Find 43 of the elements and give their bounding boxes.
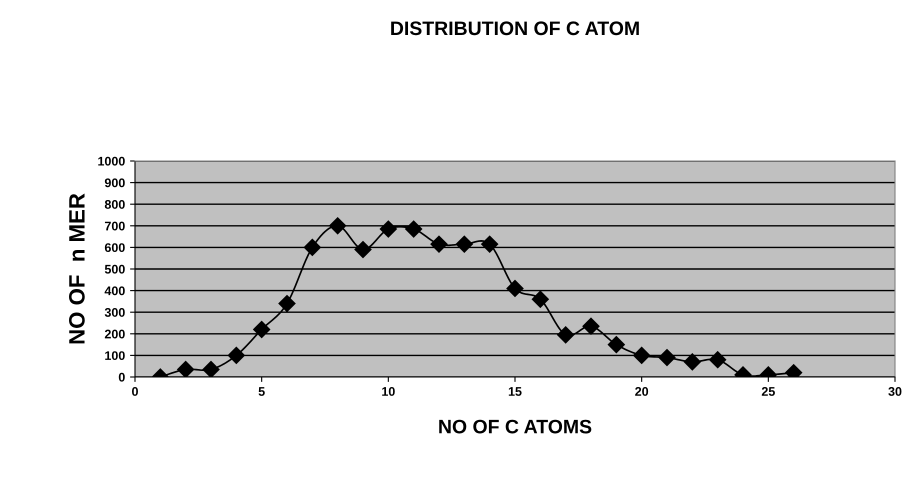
x-tick-label: 5 <box>258 387 265 396</box>
y-tick-label: 900 <box>104 178 125 188</box>
x-tick-label: 20 <box>635 387 648 396</box>
y-tick-label: 600 <box>104 243 125 252</box>
y-tick-label: 1000 <box>98 156 125 166</box>
y-tick-label: 500 <box>104 264 125 274</box>
point <box>380 220 397 238</box>
point <box>557 326 574 344</box>
point <box>684 353 701 370</box>
point <box>658 349 676 366</box>
point <box>456 236 473 253</box>
point <box>354 241 372 258</box>
point <box>228 346 245 364</box>
y-tick-label: 100 <box>105 351 125 360</box>
y-tick-label: 700 <box>104 222 125 230</box>
point <box>532 290 549 308</box>
point <box>278 295 296 312</box>
point <box>608 336 625 354</box>
point <box>202 360 220 377</box>
point <box>506 280 524 297</box>
chart-title: DISTRIBUTION OF C ATOM <box>391 21 639 36</box>
x-tick-label: 0 <box>132 387 138 396</box>
point <box>633 346 650 364</box>
x-tick-label: 10 <box>382 387 395 396</box>
point <box>709 351 726 368</box>
point <box>253 320 270 338</box>
x-tick-label: 30 <box>888 387 902 396</box>
y-tick-label: 300 <box>104 308 125 317</box>
point <box>405 220 422 238</box>
point <box>177 360 194 377</box>
y-tick-label: 400 <box>104 286 125 296</box>
point <box>304 238 321 256</box>
point <box>329 217 346 234</box>
x-tick-label: 25 <box>762 387 775 396</box>
y-axis-title: NO OF n MER <box>69 194 85 344</box>
x-tick-label: 15 <box>508 387 522 396</box>
y-tick-label: 800 <box>104 200 125 209</box>
y-tick-label: 200 <box>104 330 125 338</box>
x-axis-title: NO OF C ATOMS <box>439 420 592 434</box>
point <box>582 318 600 335</box>
point <box>430 236 448 253</box>
y-tick-label: 0 <box>118 372 125 382</box>
point <box>481 236 498 253</box>
